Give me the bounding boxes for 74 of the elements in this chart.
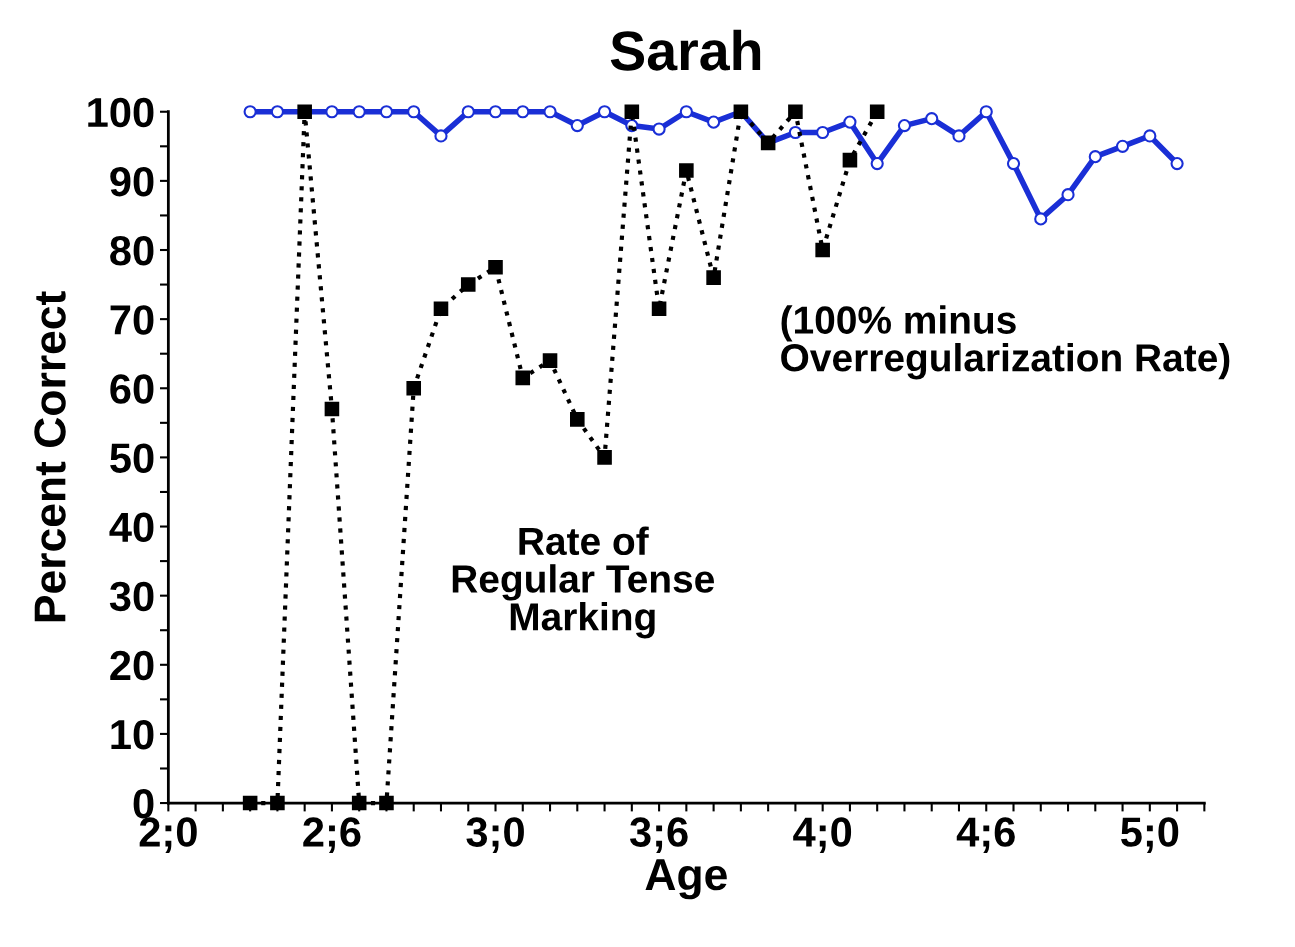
x-tick-label: 2;0 <box>139 817 197 853</box>
point <box>1088 150 1102 164</box>
point <box>488 105 503 119</box>
point <box>570 118 584 133</box>
point <box>270 105 284 119</box>
y-tick-label: 100 <box>88 97 154 128</box>
point <box>543 105 557 119</box>
x-tick-label: 3;0 <box>466 817 524 853</box>
chart-title: Sarah <box>610 29 761 71</box>
point <box>816 125 830 140</box>
y-tick-label: 70 <box>110 305 154 335</box>
point <box>1115 139 1130 153</box>
y-tick-label: 90 <box>110 166 154 197</box>
annotation: Rate of Regular Tense Marking <box>452 526 714 639</box>
point <box>679 163 694 178</box>
point <box>242 795 258 811</box>
point <box>651 301 667 317</box>
point <box>679 105 693 119</box>
point <box>488 260 503 275</box>
point <box>515 370 531 386</box>
x-tick-label: 4;0 <box>793 817 852 853</box>
point <box>897 118 912 133</box>
y-tick-label: 0 <box>133 789 154 819</box>
point <box>1170 157 1184 171</box>
point <box>597 450 612 465</box>
point <box>842 152 858 168</box>
point <box>925 112 939 126</box>
point <box>406 380 422 396</box>
point <box>407 105 421 119</box>
y-tick-label: 40 <box>109 512 154 543</box>
point <box>460 277 476 292</box>
point <box>433 301 449 317</box>
point <box>1006 157 1021 171</box>
x-tick-label: 3;6 <box>629 817 688 853</box>
y-tick-label: 60 <box>110 374 154 404</box>
x-tick-label: 4;6 <box>956 817 1015 853</box>
point <box>843 115 857 129</box>
point <box>597 105 612 119</box>
point <box>1034 212 1048 226</box>
x-tick-label: 2;6 <box>303 817 361 853</box>
point <box>352 105 366 119</box>
point <box>325 105 339 119</box>
point <box>706 270 721 285</box>
point <box>979 105 993 119</box>
y-tick-label: 50 <box>110 443 154 473</box>
point <box>379 105 394 119</box>
point <box>324 401 340 417</box>
point <box>379 795 394 811</box>
point <box>815 242 830 258</box>
point <box>270 795 285 811</box>
point <box>870 157 884 171</box>
y-tick-label: 10 <box>111 719 154 750</box>
y-tick-label: 20 <box>110 650 154 681</box>
x-tick-label: 5;0 <box>1121 817 1179 853</box>
point <box>652 122 666 136</box>
point <box>516 105 530 119</box>
point <box>434 129 448 143</box>
point <box>542 353 558 368</box>
x-axis-title: Age <box>645 859 727 900</box>
point <box>570 412 585 427</box>
annotation: (100% minus Overregularization Rate) <box>781 305 1230 380</box>
point <box>351 795 367 811</box>
point <box>788 104 803 120</box>
point <box>869 104 885 120</box>
point <box>1143 129 1157 143</box>
point <box>624 104 640 120</box>
point <box>243 105 257 119</box>
point <box>952 129 966 143</box>
point <box>707 115 721 129</box>
y-tick-label: 80 <box>110 236 154 266</box>
point <box>1061 188 1075 202</box>
y-tick-label: 30 <box>109 581 154 612</box>
y-axis-title: Percent Correct <box>34 291 66 622</box>
point <box>461 105 475 119</box>
